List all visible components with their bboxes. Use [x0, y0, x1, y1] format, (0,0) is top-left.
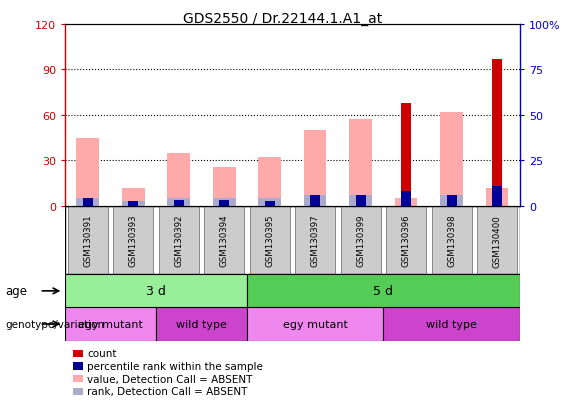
Text: GSM130394: GSM130394 [220, 214, 229, 267]
Text: GSM130396: GSM130396 [402, 214, 411, 267]
Bar [295, 206, 335, 275]
Text: count: count [87, 348, 116, 358]
Text: age: age [6, 285, 28, 298]
Bar [492, 59, 502, 206]
Bar [113, 206, 153, 275]
Text: GSM130393: GSM130393 [129, 214, 138, 267]
Bar [264, 202, 275, 206]
Bar [219, 200, 229, 206]
Bar [76, 138, 99, 206]
Bar [122, 188, 145, 206]
Text: GSM130392: GSM130392 [174, 214, 183, 267]
Text: genotype/variation: genotype/variation [6, 319, 105, 329]
Bar [167, 154, 190, 206]
Bar [250, 206, 290, 275]
Text: 3 d: 3 d [146, 285, 166, 298]
Bar [167, 199, 190, 206]
Bar [128, 202, 138, 206]
Bar [204, 206, 244, 275]
Bar [432, 206, 472, 275]
Bar [213, 167, 236, 206]
Text: GSM130395: GSM130395 [265, 214, 274, 267]
Bar [349, 120, 372, 206]
Bar [384, 308, 520, 341]
Bar [341, 206, 381, 275]
Bar [76, 199, 99, 206]
Bar [395, 199, 418, 206]
Bar [401, 191, 411, 206]
Text: GSM130400: GSM130400 [493, 214, 502, 267]
Text: GSM130398: GSM130398 [447, 214, 456, 267]
Text: GSM130391: GSM130391 [83, 214, 92, 267]
Bar [440, 113, 463, 206]
Bar [304, 131, 327, 206]
Bar [82, 199, 93, 206]
Bar [258, 199, 281, 206]
Bar [304, 196, 327, 206]
Text: 5 d: 5 d [373, 285, 393, 298]
Text: percentile rank within the sample: percentile rank within the sample [87, 361, 263, 371]
Bar [349, 196, 372, 206]
Text: wild type: wild type [176, 319, 227, 329]
Bar [310, 196, 320, 206]
Bar [446, 196, 457, 206]
Bar [213, 199, 236, 206]
Bar [258, 158, 281, 206]
Text: egy mutant: egy mutant [282, 319, 347, 329]
Bar [355, 196, 366, 206]
Bar [401, 104, 411, 206]
Bar [156, 308, 247, 341]
Text: GDS2550 / Dr.22144.1.A1_at: GDS2550 / Dr.22144.1.A1_at [183, 12, 382, 26]
Bar [492, 187, 502, 206]
Bar [486, 188, 508, 206]
Bar [65, 275, 247, 308]
Text: GSM130399: GSM130399 [356, 214, 365, 267]
Bar [477, 206, 517, 275]
Text: value, Detection Call = ABSENT: value, Detection Call = ABSENT [87, 374, 253, 384]
Text: GSM130397: GSM130397 [311, 214, 320, 267]
Text: wild type: wild type [426, 319, 477, 329]
Text: egy mutant: egy mutant [78, 319, 143, 329]
Bar [247, 275, 520, 308]
Bar [122, 202, 145, 206]
Bar [247, 308, 384, 341]
Bar [159, 206, 199, 275]
Bar [68, 206, 108, 275]
Bar [386, 206, 426, 275]
Bar [65, 308, 156, 341]
Bar [440, 196, 463, 206]
Text: rank, Detection Call = ABSENT: rank, Detection Call = ABSENT [87, 387, 247, 396]
Bar [173, 200, 184, 206]
